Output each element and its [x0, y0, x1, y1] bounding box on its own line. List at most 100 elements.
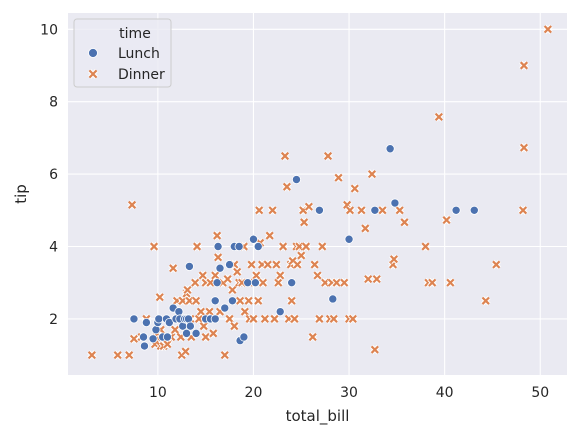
dinner-point: [253, 296, 264, 306]
dinner-point: [273, 277, 284, 288]
marker-stroke: [293, 260, 302, 269]
dinner-point: [222, 274, 233, 284]
marker-stroke: [191, 278, 200, 287]
dinner-point: [235, 296, 245, 306]
marker-stroke: [270, 314, 279, 323]
marker-stroke: [249, 314, 258, 323]
marker-stroke: [206, 278, 215, 287]
marker-stroke: [519, 143, 529, 152]
dinner-point: [212, 230, 222, 241]
dinner-point: [168, 263, 178, 273]
tick-labels: 10 20 30 40 50 2 4 6 8 10: [40, 22, 549, 401]
legend-label-dinner: Dinner: [118, 67, 165, 83]
dinner-point: [480, 296, 491, 306]
lunch-point: [275, 307, 285, 317]
lunch-point: [220, 303, 230, 313]
y-tick-label: 6: [49, 167, 58, 183]
marker-stroke: [297, 251, 306, 260]
marker-stroke: [434, 112, 443, 121]
marker-stroke: [313, 271, 322, 280]
legend: time Lunch Dinner: [73, 18, 172, 88]
dinner-point: [518, 205, 528, 216]
lunch-point: [469, 205, 479, 215]
dinner-point: [243, 296, 254, 306]
marker-stroke: [345, 206, 355, 215]
marker-stroke: [334, 173, 343, 182]
marker-stroke: [228, 285, 237, 295]
lunch-point: [344, 234, 354, 244]
dinner-point: [213, 252, 223, 263]
dinner-point: [367, 169, 377, 179]
dinner-point: [363, 274, 373, 284]
dinner-point: [170, 324, 180, 335]
marker-stroke: [492, 260, 501, 269]
data-points: [87, 24, 553, 360]
dinner-point: [360, 223, 371, 234]
dinner-point: [191, 296, 201, 306]
lunch-point: [210, 296, 220, 306]
marker-stroke: [389, 255, 399, 264]
dinner-point: [260, 314, 270, 324]
legend-entry-lunch: Lunch: [88, 46, 160, 62]
lunch-point: [370, 205, 380, 215]
dinner-point: [519, 142, 529, 153]
marker-stroke: [113, 351, 122, 360]
lunch-point: [184, 261, 194, 271]
marker-stroke: [361, 224, 370, 233]
marker-stroke: [428, 278, 437, 287]
marker-stroke: [214, 253, 223, 262]
marker-stroke: [308, 332, 317, 342]
dinner-point: [264, 230, 275, 241]
marker-stroke: [290, 314, 299, 323]
marker-stroke: [304, 202, 313, 211]
marker-stroke: [287, 296, 296, 305]
dinner-point: [441, 215, 452, 225]
dinner-point: [248, 314, 259, 324]
dinner-point: [304, 201, 314, 212]
marker-stroke: [149, 242, 159, 251]
lunch-point: [129, 314, 139, 324]
lunch-point: [253, 241, 263, 251]
marker-stroke: [276, 271, 285, 280]
dinner-point: [112, 350, 123, 360]
lunch-point: [328, 294, 338, 304]
marker-stroke: [252, 271, 261, 280]
marker-stroke: [240, 307, 249, 316]
dinner-point: [394, 205, 405, 216]
marker-stroke: [258, 278, 268, 287]
marker-stroke: [372, 274, 381, 284]
marker-stroke: [155, 293, 164, 302]
marker-stroke: [87, 351, 96, 360]
dinner-point: [309, 259, 320, 270]
legend-marker-dinner: [87, 68, 99, 80]
dinner-point: [420, 241, 431, 252]
marker-stroke: [192, 296, 201, 305]
dinner-point: [307, 332, 318, 342]
lunch-point: [154, 314, 164, 324]
marker-stroke: [169, 264, 178, 273]
dinner-point: [204, 306, 215, 317]
marker-stroke: [263, 260, 272, 269]
lunch-point: [291, 175, 301, 185]
lunch-point: [139, 332, 149, 342]
dinner-point: [339, 277, 350, 288]
dinner-point: [246, 259, 257, 270]
dinner-point: [200, 332, 211, 342]
dinner-point: [371, 274, 382, 284]
x-tick-label: 30: [340, 385, 358, 401]
dinner-point: [227, 285, 238, 295]
dinner-point: [491, 259, 502, 270]
lunch-point: [243, 278, 253, 288]
x-tick-label: 50: [531, 385, 549, 401]
marker-stroke: [421, 242, 430, 251]
marker-stroke: [183, 285, 192, 295]
dinner-point: [289, 314, 300, 324]
marker-stroke: [357, 206, 366, 215]
marker-stroke: [280, 151, 290, 161]
marker-stroke: [315, 314, 324, 323]
marker-stroke: [295, 242, 304, 251]
dinner-point: [328, 314, 339, 324]
dinner-point: [275, 270, 286, 281]
marker-stroke: [268, 206, 277, 215]
